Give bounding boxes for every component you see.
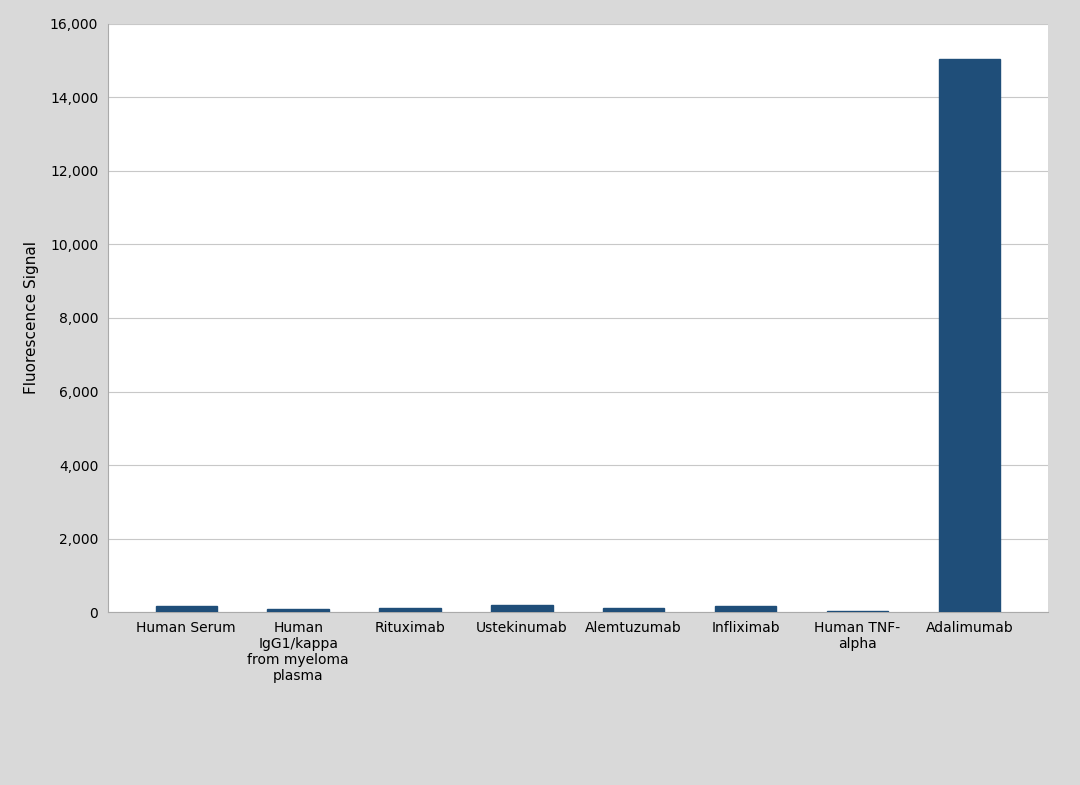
Bar [379, 608, 441, 612]
Bar [268, 609, 329, 612]
Bar [491, 605, 553, 612]
Bar [156, 606, 217, 612]
Bar [715, 607, 777, 612]
Bar [603, 608, 664, 612]
Bar [939, 59, 1000, 612]
Y-axis label: Fluorescence Signal: Fluorescence Signal [24, 242, 39, 394]
